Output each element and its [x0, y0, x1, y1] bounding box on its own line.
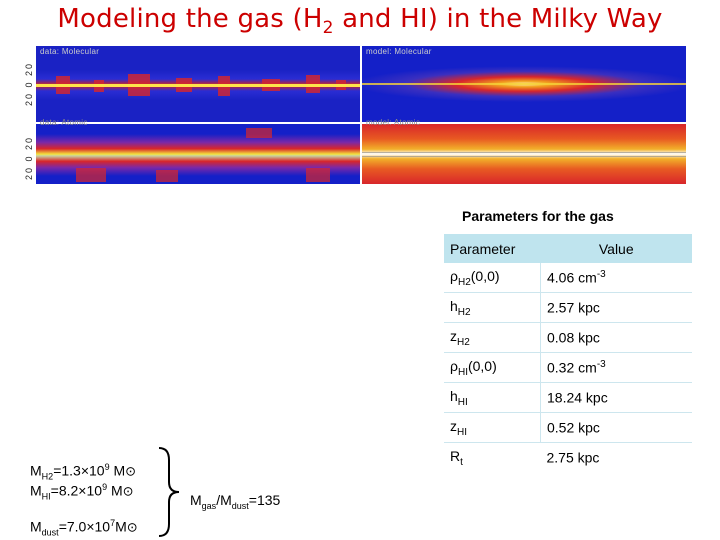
parameters-title: Parameters for the gas [462, 208, 614, 224]
mass-dust: Mdust=7.0×107M⊙ [30, 518, 138, 538]
parameters-table: Parameter Value ρH2(0,0) 4.06 cm-3 hH2 2… [444, 234, 692, 472]
value-cell: 18.24 kpc [540, 382, 692, 413]
molecular-latitude-ticks: 20 0 20 [24, 61, 34, 106]
molecular-model-caption: model: Molecular [366, 47, 432, 56]
atomic-model-caption: model: Atomic [366, 118, 421, 127]
value-cell: 0.32 cm-3 [540, 352, 692, 383]
param-cell: zH2 [444, 322, 541, 353]
atomic-latitude-ticks: 20 0 20 [24, 135, 34, 180]
table-row: zHI 0.52 kpc [444, 412, 692, 443]
solar-symbol-icon: ⊙ [125, 463, 137, 479]
table-row: ρH2(0,0) 4.06 cm-3 [444, 263, 692, 293]
table-header-row: Parameter Value [444, 234, 692, 263]
value-cell: 0.52 kpc [540, 412, 692, 443]
param-cell: Rt [450, 447, 463, 468]
solar-symbol-icon: ⊙ [122, 483, 134, 499]
param-cell: hH2 [444, 292, 541, 323]
table-row: ρHI(0,0) 0.32 cm-3 [444, 352, 692, 383]
molecular-model-map [362, 46, 686, 122]
table-row: zH2 0.08 kpc [444, 322, 692, 353]
mass-h2: MH2=1.3×109 M⊙ [30, 462, 137, 482]
header-value: Value [540, 234, 692, 263]
molecular-data-map [36, 46, 360, 122]
right-brace-icon [158, 447, 180, 537]
value-cell: 4.06 cm-3 [540, 263, 692, 293]
table-row: hH2 2.57 kpc [444, 292, 692, 323]
atomic-data-caption: data: Atomic [40, 118, 88, 127]
param-cell: ρH2(0,0) [444, 263, 541, 293]
atomic-model-map [362, 124, 686, 184]
header-parameter: Parameter [444, 234, 541, 263]
value-cell: 2.57 kpc [540, 292, 692, 323]
slide-title: Modeling the gas (H2 and HI) in the Milk… [57, 4, 663, 39]
gas-to-dust-ratio: Mgas/Mdust=135 [190, 492, 281, 511]
param-cell: ρHI(0,0) [444, 352, 541, 383]
table-row: Rt 2.75 kpc [444, 443, 692, 473]
atomic-data-map [36, 124, 360, 184]
param-cell: hHI [444, 382, 541, 413]
molecular-data-caption: data: Molecular [40, 47, 100, 56]
solar-symbol-icon: ⊙ [126, 519, 138, 535]
param-cell: zHI [444, 412, 541, 443]
mass-hi: MHI=8.2×109 M⊙ [30, 482, 134, 502]
value-cell: 2.75 kpc [546, 449, 600, 466]
table-row: hHI 18.24 kpc [444, 382, 692, 413]
value-cell: 0.08 kpc [540, 322, 692, 353]
